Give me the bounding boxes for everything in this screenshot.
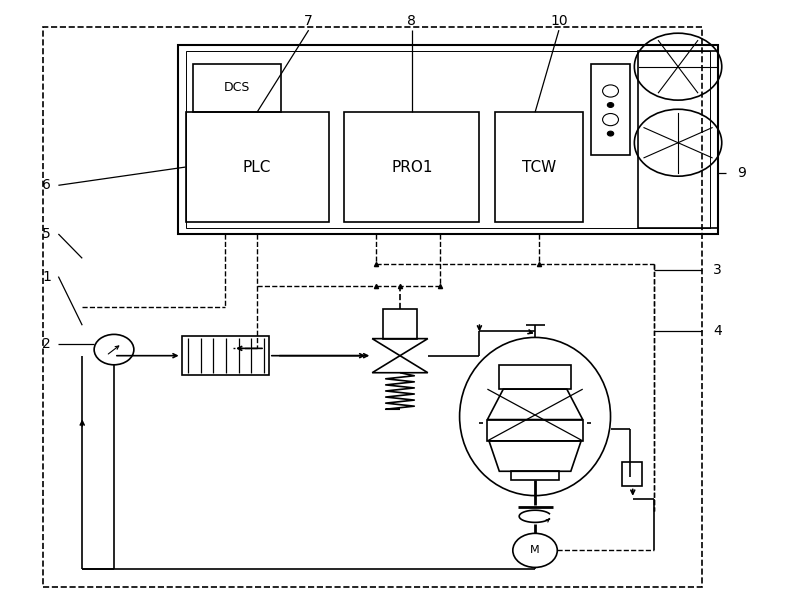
Bar	[344, 112, 479, 222]
Text: M: M	[530, 545, 540, 556]
Bar	[622, 462, 642, 486]
Text: 6: 6	[42, 178, 51, 192]
Bar	[194, 64, 281, 112]
Text: 4: 4	[714, 324, 722, 338]
Text: PLC: PLC	[243, 160, 271, 174]
Ellipse shape	[459, 338, 610, 495]
Bar	[382, 309, 418, 339]
Circle shape	[607, 131, 614, 136]
Text: DCS: DCS	[224, 82, 250, 95]
Text: PRO1: PRO1	[391, 160, 433, 174]
Text: TCW: TCW	[522, 160, 556, 174]
Bar	[42, 27, 702, 587]
Circle shape	[94, 335, 134, 365]
Text: 8: 8	[407, 14, 416, 28]
Bar	[495, 112, 582, 222]
Text: 5: 5	[42, 227, 51, 241]
Bar	[638, 52, 718, 228]
Circle shape	[607, 103, 614, 107]
Text: 10: 10	[550, 14, 568, 28]
Bar	[590, 64, 630, 155]
Text: 2: 2	[42, 336, 51, 351]
Text: 1: 1	[42, 270, 51, 284]
Bar	[499, 365, 571, 389]
Bar	[186, 112, 329, 222]
Bar	[186, 52, 710, 228]
Text: 7: 7	[304, 14, 313, 28]
Bar	[182, 336, 269, 375]
Bar	[178, 45, 718, 234]
Bar	[487, 419, 582, 441]
Bar	[511, 472, 559, 480]
Text: 3: 3	[714, 263, 722, 278]
Text: 9: 9	[737, 166, 746, 180]
Circle shape	[513, 534, 558, 567]
